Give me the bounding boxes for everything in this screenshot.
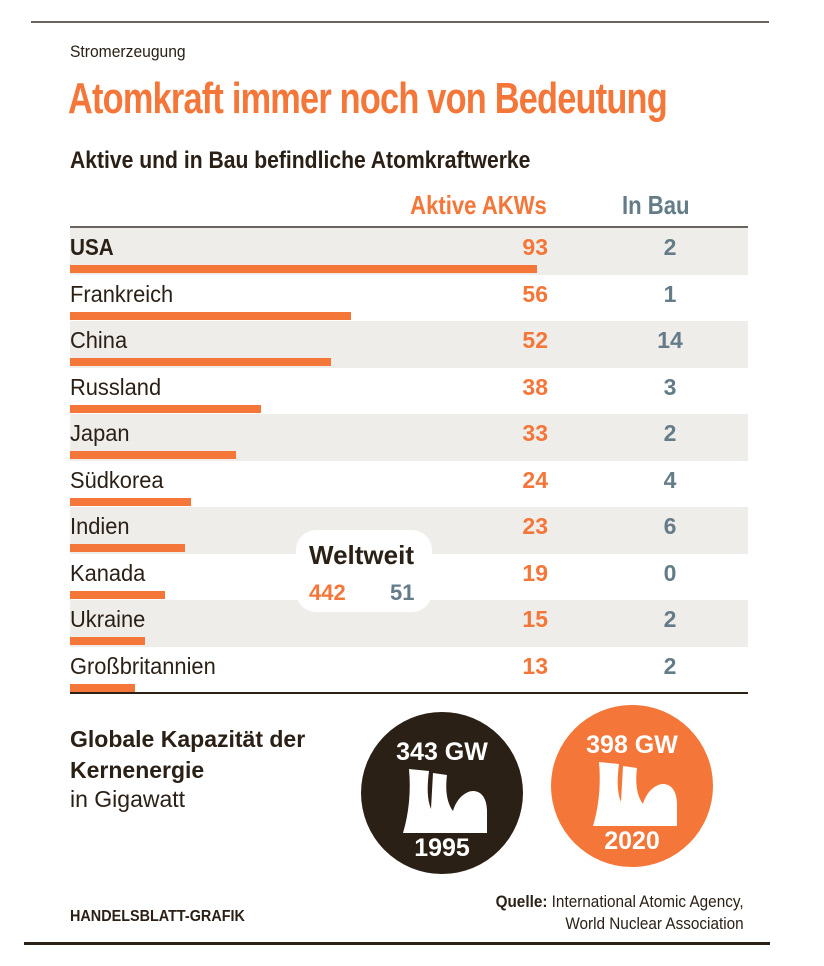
table-row: Südkorea 24 4	[70, 461, 748, 508]
active-value: 52	[522, 327, 548, 353]
worldwide-total-box: Weltweit 442 51	[296, 530, 432, 612]
in-bau-value: 4	[663, 466, 677, 493]
chart-subtitle: Aktive und in Bau befindliche Atomkraftw…	[70, 147, 531, 174]
capacity-year: 1995	[414, 834, 470, 862]
active-value: 13	[522, 652, 548, 679]
worldwide-active-value: 442	[309, 580, 346, 605]
in-bau-value: 2	[663, 234, 677, 260]
column-header-active: Aktive AKWs	[410, 190, 547, 220]
source-line-2: World Nuclear Association	[565, 914, 744, 933]
active-value: 19	[522, 559, 548, 586]
source-line-1: International Atomic Agency,	[552, 892, 744, 911]
active-bar	[70, 358, 332, 366]
active-value: 24	[522, 466, 548, 493]
active-bar	[70, 311, 352, 320]
table-row: Großbritannien 13 2	[70, 647, 748, 694]
table-row: Russland 38 3	[70, 368, 748, 415]
power-plant-icon	[403, 769, 487, 833]
active-value: 15	[522, 606, 548, 632]
source-note: Quelle: International Atomic Agency, Wor…	[496, 891, 744, 935]
table-bottom-rule	[70, 692, 748, 694]
in-bau-value: 2	[663, 420, 677, 446]
active-value: 33	[522, 420, 548, 446]
top-rule	[31, 21, 769, 23]
active-bar	[70, 265, 537, 273]
capacity-year: 2020	[604, 827, 660, 855]
country-name: China	[70, 327, 128, 353]
country-name: Ukraine	[70, 606, 146, 632]
bottom-rule	[24, 942, 770, 945]
country-name: USA	[70, 234, 114, 260]
in-bau-value: 6	[663, 513, 677, 539]
country-name: Kanada	[70, 559, 146, 586]
source-label: Quelle:	[495, 892, 548, 911]
country-name: Großbritannien	[70, 652, 216, 679]
active-bar	[70, 637, 146, 645]
active-value: 38	[522, 373, 548, 400]
page-title: Atomkraft immer noch von Bedeutung	[68, 74, 668, 123]
in-bau-value: 14	[657, 327, 683, 353]
in-bau-value: 2	[663, 606, 677, 632]
worldwide-in-bau-value: 51	[390, 580, 415, 605]
active-value: 23	[522, 513, 548, 539]
capacity-circle-2020: 398 GW 2020	[551, 705, 713, 867]
table-row: Kanada 19 0	[70, 554, 748, 601]
capacity-title: Globale Kapazität der Kernenergie	[70, 726, 306, 783]
capacity-value: 398 GW	[586, 731, 678, 759]
kicker: Stromerzeugung	[70, 42, 186, 61]
table-row: Frankreich 56 1	[70, 275, 748, 322]
active-bar	[70, 451, 236, 459]
active-bar	[70, 590, 166, 599]
in-bau-value: 1	[663, 280, 677, 307]
capacity-value: 343 GW	[396, 738, 488, 766]
country-name: Indien	[70, 513, 130, 539]
worldwide-label: Weltweit	[309, 540, 414, 570]
country-name: Russland	[70, 373, 162, 400]
active-bar	[70, 544, 186, 552]
active-value: 93	[522, 234, 548, 260]
brand-credit: HANDELSBLATT-GRAFIK	[70, 908, 245, 925]
active-bar	[70, 683, 136, 692]
table-top-rule	[70, 226, 748, 228]
active-value: 56	[522, 280, 548, 307]
table-row: Japan 33 2	[70, 414, 748, 461]
country-name: Südkorea	[70, 466, 164, 493]
active-bar	[70, 404, 261, 413]
power-plant-icon	[593, 762, 677, 826]
in-bau-value: 0	[663, 559, 677, 586]
country-name: Frankreich	[70, 280, 174, 307]
active-bar	[70, 497, 191, 506]
table-row: China 52 14	[70, 321, 748, 368]
capacity-unit-label: in Gigawatt	[70, 786, 186, 812]
in-bau-value: 3	[663, 373, 677, 400]
country-table: USA 93 2 Frankreich 56 1 China 52 14 Russland 38 3 J…	[70, 228, 748, 693]
table-row: USA 93 2	[70, 228, 748, 275]
country-name: Japan	[70, 420, 130, 446]
capacity-circle-1995: 343 GW 1995	[361, 712, 523, 874]
column-header-in-bau: In Bau	[622, 190, 690, 220]
in-bau-value: 2	[663, 652, 677, 679]
